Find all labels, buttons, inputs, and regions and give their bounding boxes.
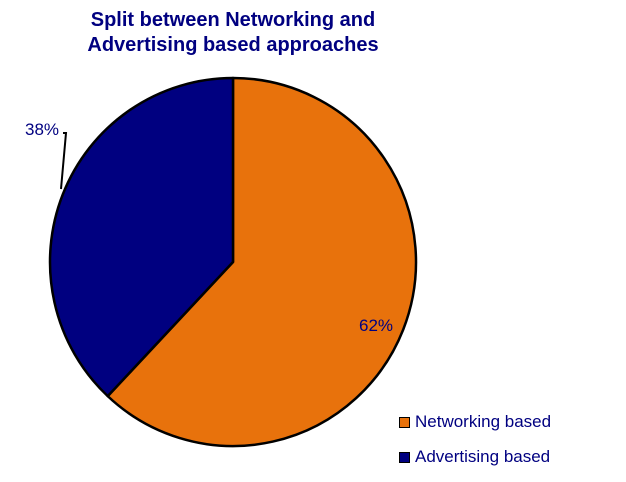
chart-title-line-1: Split between Networking and xyxy=(90,9,376,31)
legend-label-advertising: Advertising based xyxy=(415,447,551,466)
legend-label-networking: Networking based xyxy=(415,412,552,431)
chart-title-line-2: Advertising based approaches xyxy=(87,34,379,56)
pie-slice-networking xyxy=(106,76,418,448)
legend: Networking based Advertising based xyxy=(399,412,551,482)
data-label-leader-line xyxy=(60,132,68,190)
chart-title: Split between Networking and Advertising… xyxy=(40,8,426,58)
legend-swatch-networking xyxy=(399,416,410,428)
legend-swatch-advertising xyxy=(399,451,410,463)
pie-slice-advertising xyxy=(48,76,235,398)
legend-item-advertising: Advertising based xyxy=(399,447,551,467)
data-label-networking: 62% xyxy=(359,316,393,335)
data-label-advertising: 38% xyxy=(25,120,59,139)
legend-item-networking: Networking based xyxy=(399,412,551,432)
